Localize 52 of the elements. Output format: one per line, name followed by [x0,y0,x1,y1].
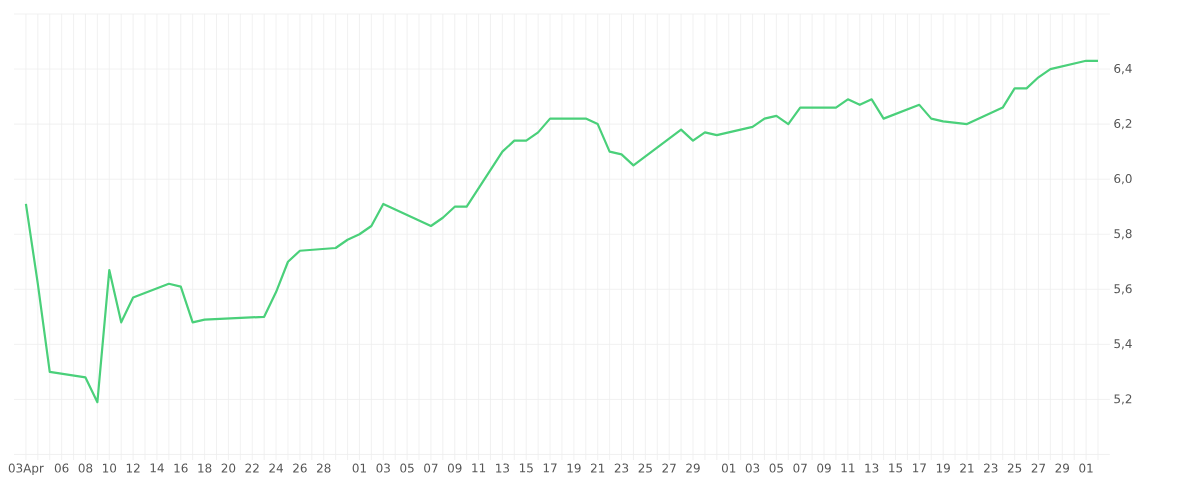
x-tick-label: 25 [1007,463,1022,473]
x-tick-label: 15 [519,463,533,473]
x-tick-label: 29 [1055,463,1070,473]
x-tick-label: 03 [376,463,390,473]
x-tick-label: 19 [567,463,581,473]
x-tick-label: 01 [1079,463,1093,473]
x-tick-label: 24 [269,463,284,473]
x-tick-label: 14 [150,463,164,473]
x-tick-label: 09 [447,463,462,473]
x-tick-label: 23 [614,463,629,473]
x-tick-label: 21 [590,463,605,473]
x-tick-label: 03 [745,463,760,473]
x-tick-label: 01 [352,463,366,473]
y-tick-label: 6,0 [1114,174,1132,185]
x-tick-label: 13 [865,463,879,473]
x-tick-label: 26 [293,463,307,473]
x-tick-label: 18 [198,463,212,473]
x-tick-label: 19 [936,463,950,473]
x-tick-label: 15 [889,463,903,473]
x-tick-label: 16 [174,463,188,473]
x-tick-label: 11 [841,463,855,473]
y-tick-label: 6,4 [1114,63,1132,75]
x-tick-label: 07 [793,463,807,473]
x-tick-label: 12 [126,463,140,473]
x-tick-label: 09 [817,463,831,473]
y-tick-label: 6,2 [1114,118,1132,130]
y-tick-label: 5,6 [1114,284,1132,295]
y-tick-label: 5,8 [1114,229,1132,240]
x-tick-label: 27 [662,463,676,473]
x-tick-label: 11 [472,463,486,473]
x-tick-label: 08 [78,463,93,473]
x-tick-label: 05 [769,463,783,473]
x-tick-label: 13 [496,463,510,473]
x-tick-label: 07 [424,463,438,473]
x-tick-label: 05 [400,463,414,473]
x-tick-label: 27 [1031,463,1046,473]
y-tick-label: 5,4 [1114,339,1132,350]
x-tick-label: 23 [984,463,998,473]
line-series [24,59,1100,404]
x-tick-label: 21 [960,463,974,473]
x-tick-label: 28 [316,463,331,473]
x-tick-label: 06 [54,463,69,473]
x-tick-label: 17 [543,463,557,473]
x-tick-label: 22 [245,463,259,473]
x-tick-label: 10 [103,463,117,473]
x-tick-label: 25 [638,463,652,473]
y-tick-label: 5,2 [1114,394,1132,405]
x-tick-label: 01 [721,463,736,473]
x-tick-label: 17 [913,463,926,473]
x-tick-label: 03Apr [8,463,44,475]
x-tick-label: 20 [221,463,236,473]
x-tick-label: 29 [686,463,700,473]
